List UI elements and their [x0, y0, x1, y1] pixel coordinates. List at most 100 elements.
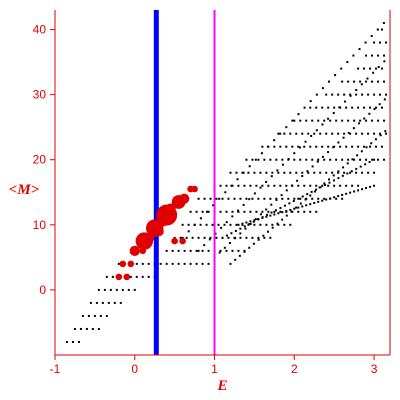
data-point: [385, 41, 388, 44]
vertical-lines-layer: [153, 10, 216, 355]
data-point: [270, 175, 273, 178]
data-point: [289, 171, 292, 174]
data-point: [103, 288, 106, 291]
data-point: [321, 123, 324, 126]
data-point: [243, 184, 246, 187]
data-point: [313, 190, 316, 193]
data-point: [165, 262, 168, 265]
data-point: [251, 236, 254, 239]
data-point: [337, 177, 340, 180]
data-point: [225, 210, 228, 213]
data-point: [248, 246, 251, 249]
data-point: [369, 185, 372, 188]
data-point: [81, 314, 84, 317]
data-point: [360, 83, 363, 86]
data-point: [351, 106, 354, 109]
data-point: [201, 249, 204, 252]
red-points-layer: [115, 185, 198, 281]
data-point: [309, 203, 312, 206]
data-point: [366, 77, 369, 80]
data-point: [231, 210, 234, 213]
data-point: [237, 184, 240, 187]
data-point: [253, 171, 256, 174]
x-axis-label: E: [216, 378, 227, 394]
data-point: [317, 119, 320, 122]
data-point: [257, 158, 260, 161]
data-point: [297, 113, 300, 116]
data-point: [347, 131, 350, 134]
data-point: [332, 179, 335, 182]
data-point: [372, 71, 375, 74]
data-point: [377, 54, 380, 57]
data-point: [271, 223, 274, 226]
data-point: [225, 221, 228, 224]
data-point: [207, 210, 210, 213]
highlight-point: [115, 273, 123, 281]
data-point: [377, 80, 380, 83]
data-point: [306, 170, 309, 173]
data-point: [251, 197, 254, 200]
data-point: [299, 119, 302, 122]
data-point: [229, 262, 232, 265]
data-point: [297, 197, 300, 200]
data-point: [368, 161, 371, 164]
data-point: [359, 119, 362, 122]
data-point: [299, 158, 302, 161]
data-point: [271, 171, 274, 174]
x-tick-label: 2: [291, 362, 298, 376]
data-point: [237, 210, 240, 213]
data-point: [379, 41, 382, 44]
data-point: [331, 132, 334, 135]
data-point: [185, 236, 188, 239]
data-point: [254, 158, 257, 161]
data-point: [267, 145, 270, 148]
data-point: [171, 262, 174, 265]
data-point: [189, 210, 192, 213]
data-point: [77, 340, 80, 343]
data-point: [257, 197, 260, 200]
black-points-layer: [65, 22, 388, 343]
data-point: [267, 184, 270, 187]
data-point: [293, 207, 296, 210]
data-point: [187, 223, 190, 226]
data-point: [279, 145, 282, 148]
data-point: [281, 158, 284, 161]
data-point: [195, 249, 198, 252]
data-point: [309, 145, 312, 148]
data-point: [297, 145, 300, 148]
data-point: [113, 301, 116, 304]
data-point: [373, 171, 376, 174]
data-point: [195, 262, 198, 265]
data-point: [359, 158, 362, 161]
data-point: [370, 142, 373, 145]
data-point: [341, 119, 344, 122]
data-point: [135, 275, 138, 278]
data-point: [141, 275, 144, 278]
data-point: [101, 301, 104, 304]
data-point: [295, 132, 298, 135]
data-point: [199, 217, 202, 220]
data-point: [239, 227, 242, 230]
data-point: [315, 210, 318, 213]
data-point: [333, 196, 336, 199]
data-point: [117, 262, 120, 265]
data-point: [215, 197, 218, 200]
data-point: [261, 216, 264, 219]
data-point: [234, 258, 237, 261]
data-point: [109, 288, 112, 291]
data-point: [327, 117, 330, 120]
data-point: [295, 171, 298, 174]
data-point: [346, 162, 349, 165]
data-point: [383, 158, 386, 161]
data-point: [313, 132, 316, 135]
highlight-point: [179, 193, 190, 204]
data-point: [349, 191, 352, 194]
data-point: [225, 249, 228, 252]
data-point: [99, 314, 102, 317]
data-point: [303, 184, 306, 187]
highlight-point: [119, 260, 127, 268]
data-point: [337, 195, 340, 198]
y-tick-label: 30: [33, 88, 47, 102]
data-point: [249, 210, 252, 213]
x-tick-label: 3: [371, 362, 378, 376]
